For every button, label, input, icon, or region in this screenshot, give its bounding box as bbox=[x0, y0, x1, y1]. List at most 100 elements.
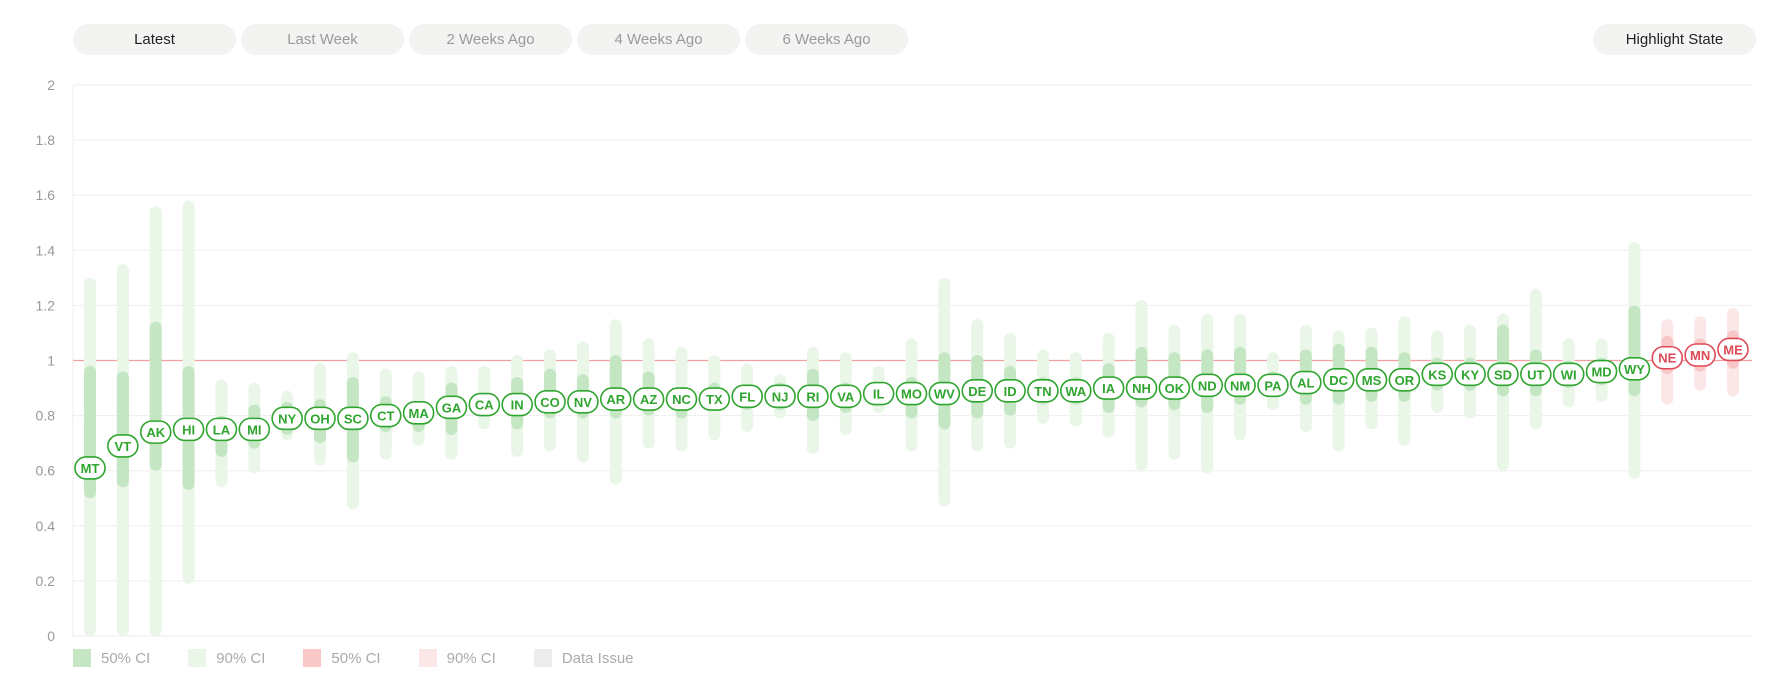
state-label: MN bbox=[1690, 348, 1710, 363]
state-label: IN bbox=[511, 398, 524, 413]
state-label: ME bbox=[1723, 342, 1743, 357]
state-marker bbox=[172, 417, 205, 442]
state-marker bbox=[468, 392, 501, 417]
y-tick-label: 0.6 bbox=[36, 463, 56, 479]
state-marker bbox=[961, 379, 994, 403]
y-tick-label: 0.4 bbox=[36, 518, 56, 534]
state-label: MT bbox=[81, 461, 100, 476]
state-marker bbox=[1618, 356, 1651, 381]
state-marker bbox=[271, 406, 303, 431]
state-marker bbox=[1487, 362, 1519, 387]
state-label: OH bbox=[310, 411, 330, 426]
ci50-bar bbox=[149, 321, 162, 471]
y-tick-label: 2 bbox=[47, 77, 55, 93]
state-marker bbox=[1290, 370, 1322, 395]
state-label: OR bbox=[1395, 373, 1415, 388]
tab-2[interactable]: 2 Weeks Ago bbox=[409, 24, 572, 55]
state-marker bbox=[402, 401, 435, 425]
legend-item: 50% CI bbox=[303, 649, 381, 667]
chart-legend: 50% CI 90% CI 50% CI 90% CI Data Issue bbox=[73, 649, 672, 667]
state-label: FL bbox=[739, 389, 755, 404]
state-label: VA bbox=[837, 389, 855, 404]
state-label: MD bbox=[1591, 365, 1611, 380]
state-marker bbox=[74, 456, 106, 480]
y-tick-label: 1.6 bbox=[36, 187, 56, 203]
state-marker bbox=[1454, 362, 1486, 387]
tab-4[interactable]: 6 Weeks Ago bbox=[745, 24, 908, 55]
y-tick-label: 0 bbox=[47, 628, 55, 644]
legend-label: 50% CI bbox=[331, 649, 381, 667]
state-label: DC bbox=[1329, 373, 1348, 388]
state-label: WV bbox=[934, 387, 955, 402]
state-marker bbox=[435, 395, 468, 420]
state-label: NM bbox=[1230, 378, 1250, 393]
tab-0[interactable]: Latest bbox=[73, 24, 236, 55]
state-marker bbox=[665, 387, 698, 411]
state-marker bbox=[304, 406, 336, 431]
state-marker bbox=[731, 384, 764, 409]
state-label: WY bbox=[1624, 362, 1645, 377]
state-label: MA bbox=[408, 406, 429, 421]
state-label: SD bbox=[1494, 367, 1512, 382]
state-label: NC bbox=[672, 392, 691, 407]
state-label: AR bbox=[606, 392, 625, 407]
legend-item: 50% CI bbox=[73, 649, 150, 667]
state-label: VT bbox=[115, 439, 132, 454]
legend-swatch bbox=[188, 649, 207, 667]
state-marker bbox=[139, 420, 172, 444]
state-marker bbox=[1060, 379, 1092, 403]
state-marker bbox=[1092, 376, 1125, 400]
state-label: PA bbox=[1264, 378, 1282, 393]
legend-swatch bbox=[533, 649, 552, 667]
state-marker bbox=[205, 417, 238, 442]
state-marker bbox=[534, 390, 566, 414]
legend-label: 90% CI bbox=[216, 649, 266, 667]
y-tick-label: 1 bbox=[47, 353, 55, 369]
state-label: NV bbox=[574, 395, 592, 410]
highlight-state-button[interactable]: Highlight State bbox=[1593, 24, 1756, 55]
state-marker bbox=[337, 406, 369, 431]
state-label: AZ bbox=[640, 392, 657, 407]
state-label: GA bbox=[442, 400, 462, 415]
state-marker bbox=[107, 434, 139, 458]
tab-3[interactable]: 4 Weeks Ago bbox=[577, 24, 740, 55]
state-label: MO bbox=[901, 387, 922, 402]
state-label: NY bbox=[278, 411, 296, 426]
state-marker bbox=[1651, 345, 1684, 370]
state-marker bbox=[994, 379, 1026, 403]
tab-1[interactable]: Last Week bbox=[241, 24, 404, 55]
state-label: OK bbox=[1165, 381, 1185, 396]
legend-swatch bbox=[303, 649, 322, 667]
y-tick-label: 0.8 bbox=[36, 408, 56, 424]
state-label: RI bbox=[806, 389, 819, 404]
legend-label: 50% CI bbox=[101, 649, 151, 667]
state-label: AL bbox=[1297, 376, 1314, 391]
y-tick-label: 0.2 bbox=[36, 573, 56, 589]
state-label: CT bbox=[377, 409, 394, 424]
state-label: ND bbox=[1198, 378, 1217, 393]
state-label: MS bbox=[1362, 373, 1382, 388]
state-marker bbox=[1585, 359, 1618, 384]
state-marker bbox=[764, 384, 796, 409]
state-label: CA bbox=[475, 398, 494, 413]
state-label: TN bbox=[1034, 384, 1051, 399]
state-label: IA bbox=[1102, 381, 1116, 396]
state-label: KY bbox=[1461, 367, 1479, 382]
state-marker bbox=[698, 387, 731, 411]
state-marker bbox=[632, 387, 665, 411]
state-label: CO bbox=[540, 395, 560, 410]
state-label: DE bbox=[968, 384, 986, 399]
state-marker bbox=[1355, 367, 1388, 392]
state-marker bbox=[599, 387, 632, 411]
state-label: LA bbox=[213, 422, 231, 437]
state-marker bbox=[1520, 362, 1552, 387]
ci50-bar bbox=[116, 371, 129, 488]
state-label: NE bbox=[1658, 351, 1676, 366]
y-tick-label: 1.4 bbox=[36, 242, 56, 258]
state-marker bbox=[1224, 373, 1256, 398]
state-marker bbox=[1125, 376, 1158, 400]
state-label: IL bbox=[873, 387, 885, 402]
legend-item: 90% CI bbox=[418, 649, 496, 667]
state-label: HI bbox=[182, 422, 195, 437]
legend-item: Data Issue bbox=[533, 649, 634, 667]
